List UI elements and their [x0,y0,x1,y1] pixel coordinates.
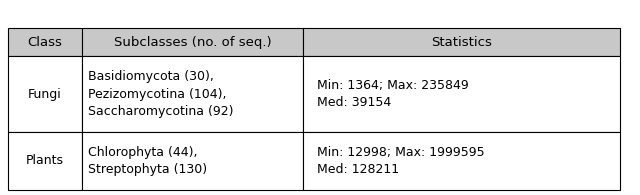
Bar [82,56,303,132]
Text: Statistics: Statistics [431,36,492,49]
Text: Min: 1364; Max: 235849
Med: 39154: Min: 1364; Max: 235849 Med: 39154 [317,79,469,109]
Bar [303,132,620,190]
Bar [8,56,82,132]
Text: Fungi: Fungi [28,88,61,100]
Bar [8,28,82,56]
Bar [303,28,620,56]
Text: Subclasses (no. of seq.): Subclasses (no. of seq.) [113,36,271,49]
Bar [82,28,303,56]
Text: Basidiomycota (30),
Pezizomycotina (104),
Saccharomycotina (92): Basidiomycota (30), Pezizomycotina (104)… [88,70,233,118]
Text: Chlorophyta (44),
Streptophyta (130): Chlorophyta (44), Streptophyta (130) [88,146,207,176]
Bar [8,132,82,190]
Text: Min: 12998; Max: 1999595
Med: 128211: Min: 12998; Max: 1999595 Med: 128211 [317,146,484,176]
Bar [303,56,620,132]
Text: Class: Class [28,36,62,49]
Text: Plants: Plants [26,154,64,167]
Bar [82,132,303,190]
